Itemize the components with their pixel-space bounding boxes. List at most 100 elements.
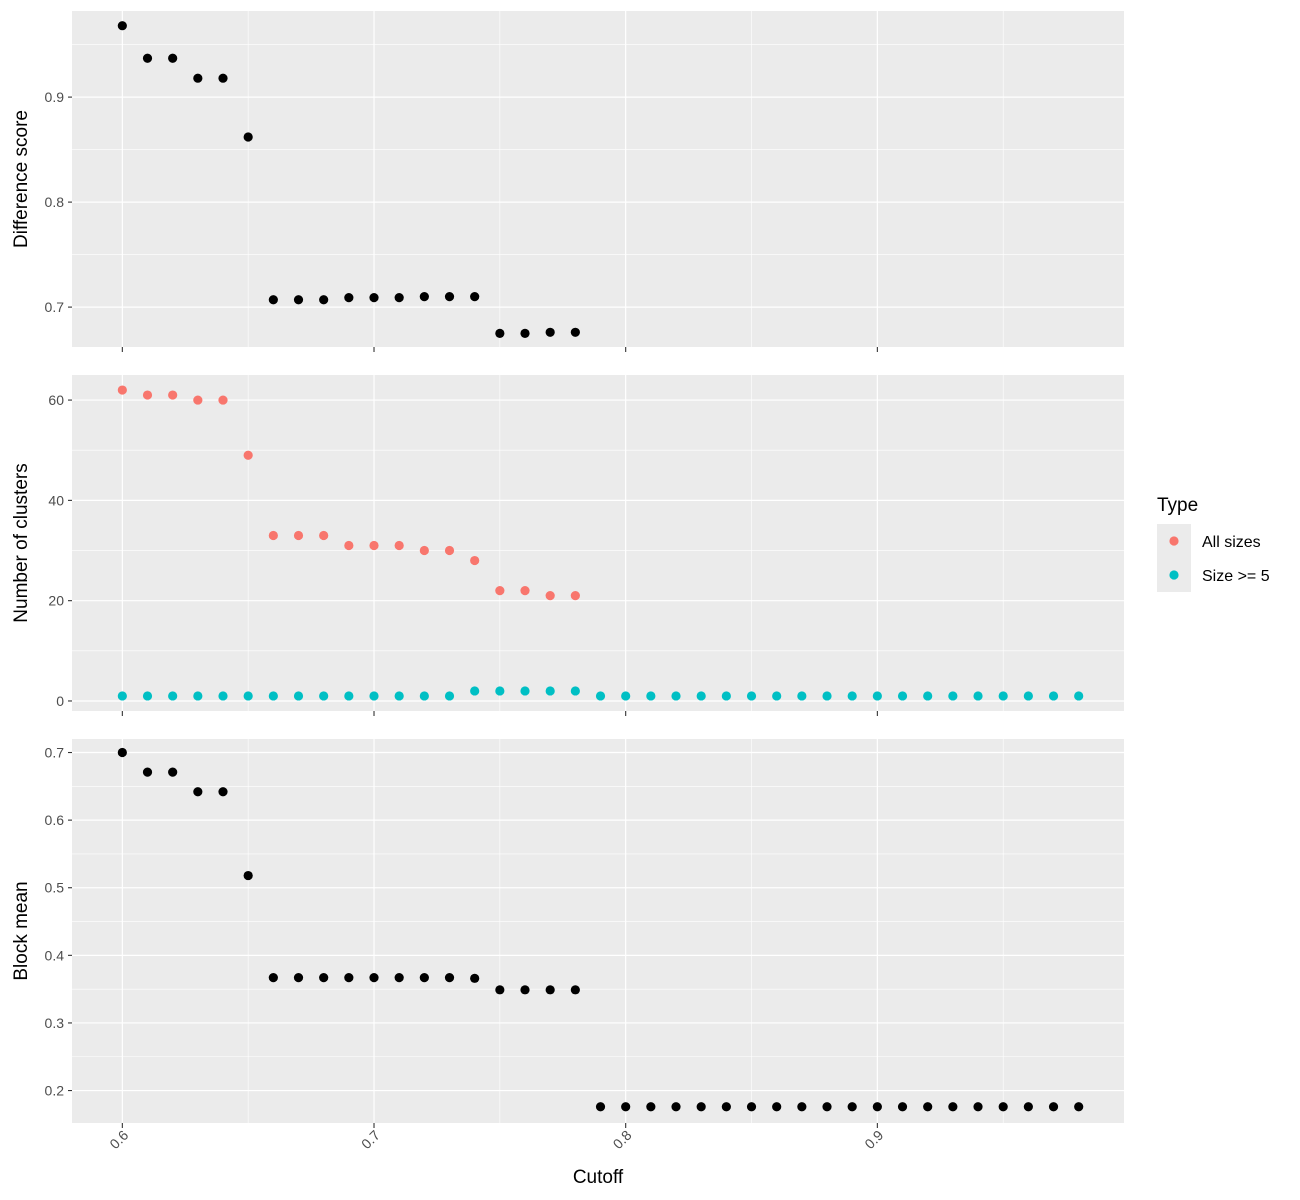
data-point [142,691,153,701]
data-point [822,1102,832,1112]
data-point [545,686,555,696]
data-point [897,691,908,701]
data-point [646,1102,656,1112]
y-tick-label: 0.5 [45,880,65,896]
data-point [394,691,404,701]
data-point [721,691,731,701]
data-point [419,973,429,983]
legend-key [1169,570,1179,580]
data-point [520,328,530,338]
data-point [369,293,379,303]
y-tick-label: 0.3 [45,1015,65,1031]
y-tick-label: 0.6 [45,812,65,828]
data-point [671,691,681,701]
data-point [419,545,429,556]
data-point [470,973,480,983]
data-point [897,1102,908,1112]
data-point [545,327,555,337]
y-tick-label: 0.2 [45,1083,65,1099]
data-point [268,691,278,701]
data-point [419,292,429,302]
data-point [344,973,354,983]
data-point [117,747,127,758]
data-point [444,292,455,302]
data-point [1023,1102,1033,1112]
data-point [923,1102,933,1112]
data-point [923,691,933,701]
data-point [545,985,555,995]
panels-layer: 0.7 0.8 0.9 Difference score 0 20 40 60 Number o… [11,11,1124,1152]
y-tick-label: 0.9 [45,89,65,105]
data-point [142,767,153,777]
data-point [444,691,455,701]
data-point [193,73,203,83]
y-axis-title-difference-score: Difference score [11,110,32,248]
data-point [1048,691,1059,701]
legend-label: All sizes [1202,534,1261,551]
data-point [746,691,757,701]
panel-difference-score: 0.7 0.8 0.9 Difference score [11,11,1124,352]
y-tick-label: 0.7 [45,745,65,761]
legend-label: Size >= 5 [1202,568,1270,585]
data-point [369,691,379,701]
data-point [218,395,228,405]
data-point [193,395,203,405]
y-tick-label: 40 [48,492,64,508]
data-point [268,973,278,983]
data-point [621,691,631,701]
data-point [797,1102,807,1112]
data-point [319,691,329,701]
x-axis-title: Cutoff [573,1167,624,1188]
panel-background [72,11,1124,347]
data-point [394,973,404,983]
data-point [319,295,329,305]
data-point [344,293,354,303]
panel-background [72,739,1124,1123]
y-tick-label: 20 [48,593,64,609]
panel-background [72,375,1124,711]
x-tick-label: 0.8 [610,1127,635,1152]
data-point [168,390,178,400]
data-point [369,540,379,551]
data-point [1074,1102,1084,1112]
data-point [470,555,480,566]
data-point [570,327,580,337]
data-point [293,295,304,305]
data-point [746,1102,757,1112]
data-point [344,691,354,701]
data-point [520,586,530,596]
y-tick-label: 0.4 [45,947,65,963]
data-point [319,973,329,983]
data-point [117,691,127,701]
data-point [772,691,782,701]
x-tick-label: 0.7 [358,1127,383,1152]
legend: Type All sizes Size >= 5 [1157,495,1270,592]
data-point [268,295,278,305]
panel-block-mean: 0.2 0.3 0.4 0.5 0.6 0.7 Block mean [11,739,1124,1128]
data-point [344,540,354,551]
data-point [520,985,530,995]
data-point [696,1102,706,1112]
data-point [570,985,580,995]
data-point [193,787,203,797]
data-point [495,985,505,995]
data-point [1074,691,1084,701]
data-point [218,787,228,797]
data-point [621,1102,631,1112]
data-point [1048,1102,1059,1112]
data-point [243,870,253,881]
y-tick-label: 60 [48,392,64,408]
data-point [495,328,505,338]
y-axis-title-block-mean: Block mean [11,881,32,980]
data-point [721,1102,731,1112]
y-tick-label: 0.7 [45,299,65,315]
data-point [117,21,127,31]
data-point [293,691,304,701]
data-point [394,293,404,303]
data-point [268,530,278,541]
data-point [168,767,178,777]
x-tick-label: 0.6 [106,1127,131,1152]
data-point [193,691,203,701]
data-point [545,591,555,601]
